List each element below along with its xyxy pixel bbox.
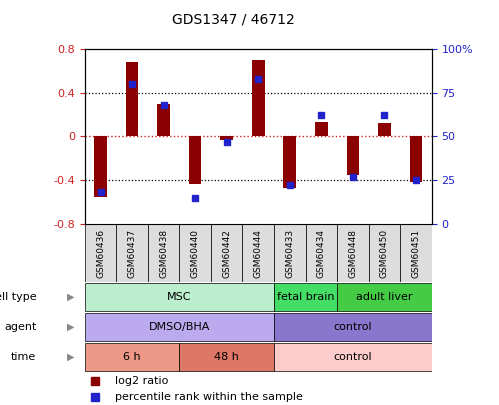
Bar [148, 224, 180, 282]
Bar [400, 224, 432, 282]
Text: DMSO/BHA: DMSO/BHA [149, 322, 210, 332]
Bar [180, 343, 274, 371]
Bar [243, 224, 274, 282]
Text: agent: agent [4, 322, 36, 332]
Text: GSM60440: GSM60440 [191, 229, 200, 278]
Bar [337, 283, 432, 311]
Text: ▶: ▶ [67, 352, 74, 362]
Bar [305, 224, 337, 282]
Bar [116, 224, 148, 282]
Text: log2 ratio: log2 ratio [115, 375, 168, 386]
Bar [180, 224, 211, 282]
Bar [337, 224, 369, 282]
Bar [274, 224, 305, 282]
Text: cell type: cell type [0, 292, 36, 302]
Bar [85, 343, 180, 371]
Text: GDS1347 / 46712: GDS1347 / 46712 [172, 12, 294, 26]
Text: 48 h: 48 h [214, 352, 239, 362]
Bar [369, 224, 400, 282]
Bar [126, 62, 138, 136]
Text: 6 h: 6 h [123, 352, 141, 362]
Text: GSM60434: GSM60434 [317, 229, 326, 278]
Text: GSM60450: GSM60450 [380, 229, 389, 278]
Bar [378, 124, 391, 136]
Bar [85, 283, 274, 311]
Text: GSM60448: GSM60448 [348, 229, 357, 278]
Text: percentile rank within the sample: percentile rank within the sample [115, 392, 303, 402]
Bar [85, 224, 116, 282]
Bar [211, 224, 243, 282]
Bar [221, 136, 233, 140]
Text: ▶: ▶ [67, 292, 74, 302]
Text: ▶: ▶ [67, 322, 74, 332]
Text: GSM60436: GSM60436 [96, 229, 105, 278]
Text: control: control [333, 322, 372, 332]
Text: time: time [11, 352, 36, 362]
Text: GSM60442: GSM60442 [222, 229, 231, 277]
Text: fetal brain: fetal brain [277, 292, 334, 302]
Bar [410, 136, 422, 182]
Bar [274, 283, 337, 311]
Text: GSM60438: GSM60438 [159, 229, 168, 278]
Text: control: control [333, 352, 372, 362]
Bar [189, 136, 202, 183]
Bar [252, 60, 264, 136]
Bar [274, 343, 432, 371]
Text: GSM60437: GSM60437 [128, 229, 137, 278]
Text: GSM60451: GSM60451 [411, 229, 420, 278]
Text: GSM60433: GSM60433 [285, 229, 294, 278]
Text: GSM60444: GSM60444 [253, 229, 263, 277]
Bar [85, 313, 274, 341]
Text: MSC: MSC [167, 292, 192, 302]
Text: adult liver: adult liver [356, 292, 413, 302]
Bar [315, 122, 327, 136]
Bar [157, 104, 170, 136]
Bar [346, 136, 359, 175]
Bar [283, 136, 296, 188]
Bar [94, 136, 107, 197]
Bar [274, 313, 432, 341]
